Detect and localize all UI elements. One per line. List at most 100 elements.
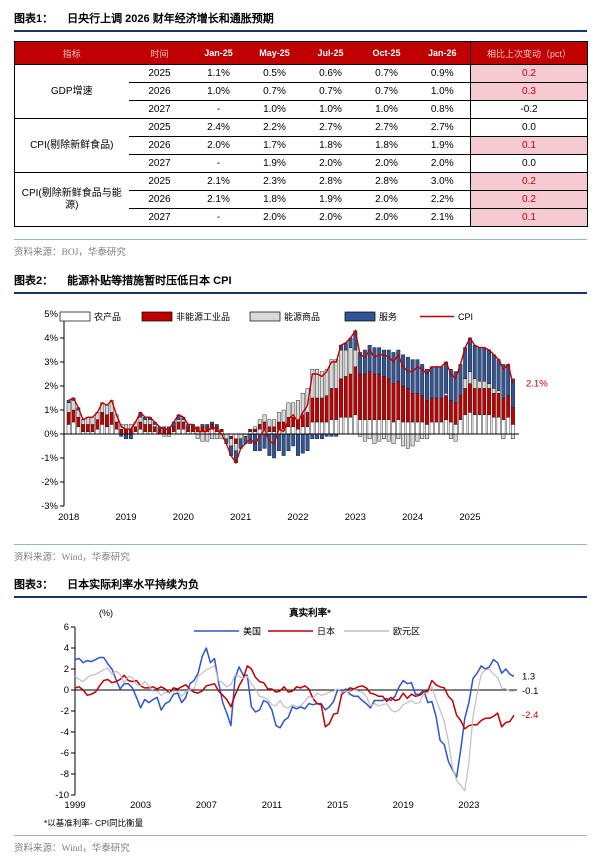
chart-shape: [386, 433, 391, 442]
chart-text: -10: [55, 790, 69, 801]
chart-shape: [353, 414, 358, 435]
chart-shape: [119, 428, 124, 435]
chart-shape: [382, 349, 386, 377]
change-cell: -0.2: [470, 100, 588, 119]
chart-shape: [176, 421, 181, 430]
chart-shape: [353, 349, 358, 368]
chart-shape: [310, 421, 315, 435]
indicator-cell: CPI(剔除新鲜食品): [14, 118, 129, 173]
chart-shape: [482, 347, 487, 382]
chart-shape: [348, 347, 353, 375]
chart-shape: [339, 349, 343, 380]
figure3-source: 资料来源：Wind，华泰研究: [14, 835, 587, 854]
chart-shape: [501, 433, 506, 440]
chart-shape: [334, 388, 339, 420]
figure3-title: 日本实际利率水平持续为负: [67, 579, 200, 591]
chart-shape: [310, 433, 315, 440]
chart-shape: [415, 392, 420, 423]
chart-shape: [66, 402, 71, 413]
chart-shape: [344, 311, 376, 322]
chart-text: 0%: [44, 429, 58, 440]
chart-shape: [329, 359, 334, 389]
chart-shape: [401, 385, 406, 423]
value-cell: 1.0%: [414, 82, 471, 101]
year-cell: 2026: [128, 82, 191, 101]
change-cell: 0.2: [470, 64, 588, 83]
chart-shape: [315, 421, 320, 435]
value-cell: 1.0%: [358, 100, 415, 119]
chart-text: -2: [61, 706, 69, 717]
chart-shape: [453, 371, 458, 404]
figure1-source: 资料来源：BOJ，华泰研究: [14, 239, 587, 258]
chart-shape: [405, 421, 410, 435]
chart-shape: [253, 428, 257, 432]
chart-shape: [491, 392, 496, 418]
chart-shape: [391, 421, 396, 435]
chart-text: 2015: [327, 800, 348, 811]
chart-shape: [300, 426, 305, 435]
series-end-label: 1.3: [522, 671, 535, 682]
value-cell: -: [190, 208, 247, 227]
chart-shape: [377, 347, 382, 375]
chart-shape: [319, 371, 324, 399]
chart-shape: [362, 419, 367, 435]
chart-text: 2011: [262, 800, 282, 811]
chart-shape: [425, 400, 429, 425]
chart-shape: [510, 424, 515, 435]
chart-shape: [448, 433, 453, 440]
chart-shape: [448, 421, 453, 435]
column-header: 指标: [14, 41, 129, 65]
chart-shape: [339, 416, 343, 435]
chart-shape: [386, 378, 391, 420]
chart-shape: [162, 428, 167, 435]
chart-text: 2020: [173, 512, 194, 523]
value-cell: 0.5%: [246, 64, 303, 83]
chart-shape: [487, 349, 492, 384]
chart-shape: [472, 414, 477, 435]
chart-shape: [468, 371, 472, 384]
chart-shape: [358, 373, 363, 420]
cpi-line: [68, 329, 514, 465]
chart-shape: [501, 419, 506, 435]
figure2-heading: 图表2： 能源补贴等措施暂时压低日本 CPI: [14, 274, 587, 289]
figure1-title-rule: [14, 30, 587, 32]
chart-shape: [510, 378, 515, 408]
chart-shape: [487, 414, 492, 435]
chart-shape: [391, 352, 396, 384]
figure3-heading: 图表3： 日本实际利率水平持续为负: [14, 578, 587, 593]
chart-shape: [210, 428, 214, 435]
chart-shape: [362, 373, 367, 420]
chart-shape: [181, 428, 186, 435]
series-line: [74, 647, 515, 778]
chart-text: 2019: [393, 800, 414, 811]
chart-shape: [396, 380, 401, 420]
chart-shape: [71, 421, 76, 435]
chart-shape: [257, 419, 262, 425]
chart-shape: [491, 388, 496, 394]
chart-shape: [343, 416, 348, 435]
chart-shape: [463, 414, 468, 435]
value-cell: 2.0%: [358, 154, 415, 173]
chart-shape: [291, 416, 296, 428]
change-cell: 0.2: [470, 190, 588, 209]
chart-shape: [472, 388, 477, 416]
figure2-title-rule: [14, 292, 587, 294]
chart-shape: [224, 433, 229, 440]
chart-shape: [141, 311, 173, 322]
value-cell: 2.7%: [302, 118, 359, 137]
chart-text: 2018: [58, 512, 79, 523]
chart-shape: [262, 414, 267, 423]
chart-shape: [200, 426, 205, 432]
japan-cpi-decomposition-chart: 5% 4% 3% 2% 1% 0% -1% -2% -3%2018 2019 2020 2021 202…: [41, 309, 548, 523]
value-cell: 2.1%: [190, 190, 247, 209]
indicator-cell: CPI(剔除新鲜食品与能源): [14, 172, 129, 227]
chart-shape: [319, 397, 324, 423]
chart-shape: [367, 344, 372, 372]
figure1-label: 图表1：: [14, 13, 54, 25]
year-cell: 2027: [128, 100, 191, 119]
chart-shape: [415, 421, 420, 435]
chart-shape: [434, 421, 439, 435]
chart-shape: [496, 390, 501, 394]
chart-shape: [501, 364, 506, 399]
chart-shape: [367, 419, 372, 435]
